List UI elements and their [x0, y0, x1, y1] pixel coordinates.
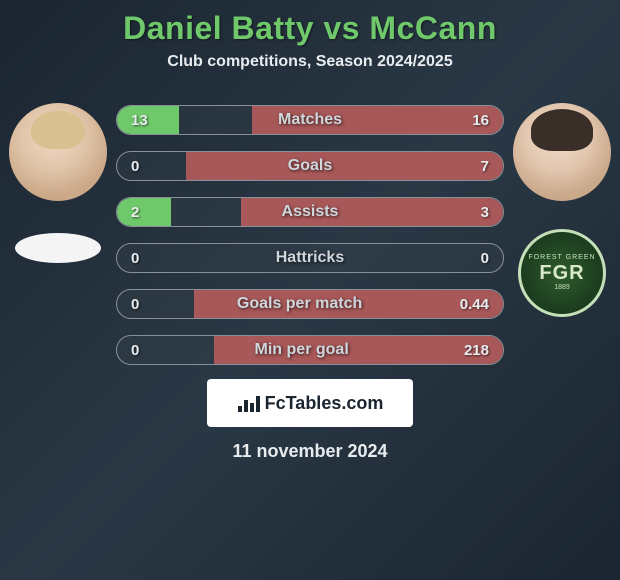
- stat-bar-track: 0Goals per match0.44: [116, 289, 504, 319]
- stat-label: Hattricks: [276, 249, 344, 267]
- right-club-badge: FOREST GREEN FGR 1889: [518, 229, 606, 317]
- stat-row: 0Goals per match0.44: [116, 289, 504, 319]
- stat-row: 2Assists3: [116, 197, 504, 227]
- stat-row: 0 Hattricks 0: [116, 243, 504, 273]
- left-club-badge: [15, 233, 101, 263]
- stat-bar-right-fill: [241, 198, 503, 226]
- stat-left-value: 0: [131, 342, 139, 359]
- stat-left-value: 0: [131, 250, 139, 267]
- stat-bar-right-fill: [186, 152, 503, 180]
- stat-row: 13Matches16: [116, 105, 504, 135]
- stat-row: 0Goals7: [116, 151, 504, 181]
- subtitle: Club competitions, Season 2024/2025: [8, 53, 612, 71]
- stat-bar-track: 0Min per goal218: [116, 335, 504, 365]
- stat-bar-track: 0 Hattricks 0: [116, 243, 504, 273]
- left-player-column: [8, 99, 108, 263]
- stat-bar-right-fill: [194, 290, 503, 318]
- stat-bar-left-fill: [117, 198, 171, 226]
- stat-right-value: 0: [481, 250, 489, 267]
- page-title: Daniel Batty vs McCann: [8, 10, 612, 47]
- stat-bar-right-fill: [214, 336, 504, 364]
- brand-text: FcTables.com: [265, 393, 384, 414]
- stat-left-value: 0: [131, 296, 139, 313]
- stat-bar-track: 0Goals7: [116, 151, 504, 181]
- stat-bar-text: 0 Hattricks 0: [117, 244, 503, 272]
- stat-bar-left-fill: [117, 106, 179, 134]
- right-player-avatar: [513, 103, 611, 201]
- stat-bar-right-fill: [252, 106, 503, 134]
- right-player-column: FOREST GREEN FGR 1889: [512, 99, 612, 317]
- stat-bar-track: 2Assists3: [116, 197, 504, 227]
- left-player-avatar: [9, 103, 107, 201]
- stat-left-value: 0: [131, 158, 139, 175]
- stat-bar-track: 13Matches16: [116, 105, 504, 135]
- stats-bars: 13Matches160Goals72Assists30Hattricks00G…: [116, 99, 504, 365]
- brand-badge: FcTables.com: [207, 379, 413, 427]
- date-text: 11 november 2024: [8, 441, 612, 462]
- stat-row: 0Min per goal218: [116, 335, 504, 365]
- comparison-row: 13Matches160Goals72Assists30Hattricks00G…: [8, 99, 612, 365]
